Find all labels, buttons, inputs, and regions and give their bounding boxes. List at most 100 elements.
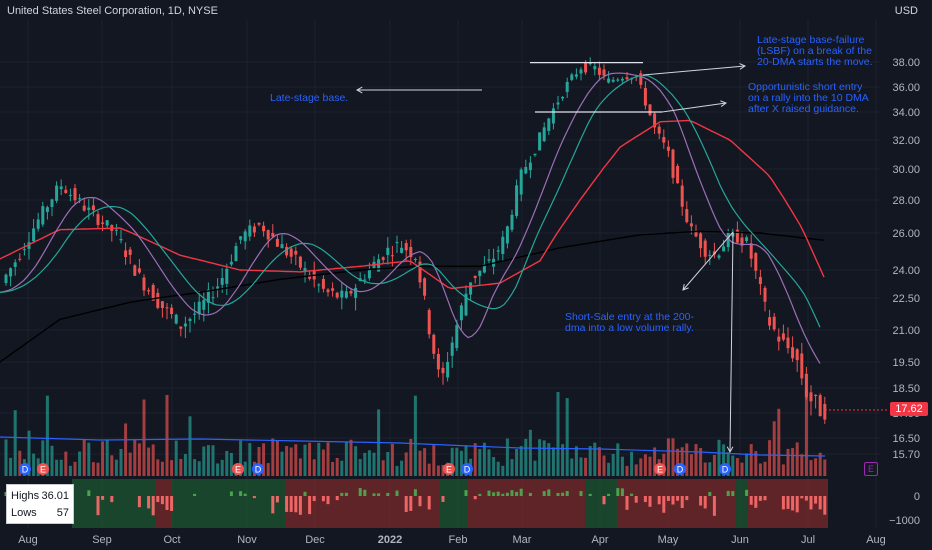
volume-bar-94 <box>436 465 440 476</box>
time-tick-11: Jul <box>801 534 815 546</box>
volume-bar-37 <box>174 440 178 476</box>
volume-bar-65 <box>303 444 307 476</box>
price-tick-12: 34.00 <box>892 107 920 119</box>
osc-bar-78 <box>363 489 367 496</box>
candle-body-72 <box>335 292 339 298</box>
highs-value: 36.01 <box>41 490 69 502</box>
candle-body-135 <box>625 77 629 80</box>
osc-bar-29 <box>137 496 141 508</box>
volume-bar-118 <box>547 443 551 476</box>
earnings-badge[interactable]: E <box>864 462 878 476</box>
volume-bar-40 <box>188 416 192 476</box>
volume-bar-131 <box>607 462 611 476</box>
volume-bar-130 <box>602 455 606 476</box>
time-tick-8: Apr <box>591 534 608 546</box>
ma200-line <box>0 230 825 363</box>
osc-bar-163 <box>754 496 758 508</box>
volume-bar-22 <box>105 440 109 476</box>
ma10-line <box>0 72 821 364</box>
osc-bar-147 <box>680 496 684 509</box>
volume-bar-29 <box>137 443 141 476</box>
candle-body-90 <box>418 261 422 283</box>
candle-body-129 <box>597 67 601 75</box>
osc-bar-172 <box>795 496 799 513</box>
osc-bar-51 <box>239 491 243 496</box>
osc-bar-162 <box>749 496 753 505</box>
candle-body-7 <box>36 219 40 229</box>
osc-bar-87 <box>404 496 408 512</box>
candle-body-27 <box>128 249 132 255</box>
candle-body-175 <box>809 392 813 402</box>
volume-bar-93 <box>432 445 436 476</box>
event-marker-2 <box>232 463 244 475</box>
volume-bar-156 <box>722 444 726 476</box>
volume-bar-52 <box>243 461 247 476</box>
osc-bar-32 <box>151 496 155 516</box>
osc-bar-74 <box>344 492 348 496</box>
osc-bar-70 <box>326 496 330 505</box>
osc-bar-173 <box>800 496 804 499</box>
volume-bar-66 <box>308 442 312 476</box>
price-tick-14: 38.00 <box>892 57 920 69</box>
candle-body-157 <box>726 232 730 248</box>
candle-body-12 <box>59 186 63 190</box>
osc-bar-95 <box>441 496 445 502</box>
osc-bar-80 <box>372 493 376 496</box>
volume-bar-23 <box>110 455 114 476</box>
volume-bar-82 <box>381 460 385 476</box>
candle-body-85 <box>395 242 399 244</box>
osc-bar-89 <box>413 489 417 496</box>
candle-body-174 <box>804 373 808 398</box>
candle-body-105 <box>487 259 491 261</box>
event-marker-label-3: D <box>255 465 262 475</box>
volume-bar-61 <box>285 446 289 476</box>
osc-bar-158 <box>731 491 735 496</box>
volume-bar-148 <box>685 443 689 476</box>
osc-bar-137 <box>634 496 638 503</box>
candle-body-54 <box>252 226 256 233</box>
volume-bar-109 <box>505 438 509 476</box>
osc-bar-49 <box>229 491 233 496</box>
candle-body-169 <box>781 333 785 340</box>
candle-body-41 <box>193 313 197 315</box>
volume-bar-152 <box>703 462 707 476</box>
candle-body-11 <box>55 185 59 201</box>
osc-bar-67 <box>312 496 316 502</box>
candle-body-166 <box>768 317 772 326</box>
volume-bar-125 <box>579 457 583 476</box>
volume-bar-128 <box>593 442 597 476</box>
candle-body-144 <box>666 146 670 151</box>
osc-bar-122 <box>565 491 569 496</box>
candle-body-176 <box>814 394 818 397</box>
osc-bar-81 <box>377 493 381 496</box>
candle-body-21 <box>101 222 105 224</box>
candle-body-178 <box>823 403 827 420</box>
candle-body-36 <box>170 307 174 314</box>
candle-body-97 <box>450 342 454 356</box>
osc-bar-66 <box>308 496 312 515</box>
candle-body-160 <box>740 237 744 246</box>
osc-bar-130 <box>602 496 606 505</box>
osc-bar-174 <box>804 496 808 501</box>
candle-body-102 <box>473 275 477 278</box>
osc-bar-136 <box>630 493 634 496</box>
volume-bar-24 <box>114 459 118 476</box>
volume-bar-44 <box>206 445 210 476</box>
candle-body-142 <box>657 126 661 134</box>
volume-bar-175 <box>809 460 813 476</box>
time-tick-10: Jun <box>731 534 749 546</box>
osc-bar-23 <box>110 496 114 503</box>
volume-bar-38 <box>179 458 183 476</box>
event-marker-8 <box>719 463 731 475</box>
candle-body-99 <box>459 305 463 321</box>
arrow-short-sale <box>682 231 734 291</box>
event-marker-7 <box>674 463 686 475</box>
volume-bar-48 <box>225 450 229 476</box>
volume-bar-127 <box>588 446 592 476</box>
volume-bar-27 <box>128 452 132 476</box>
osc-bar-106 <box>492 492 496 496</box>
osc-bar-127 <box>588 493 592 496</box>
volume-bar-36 <box>170 460 174 476</box>
candle-body-48 <box>225 268 229 284</box>
